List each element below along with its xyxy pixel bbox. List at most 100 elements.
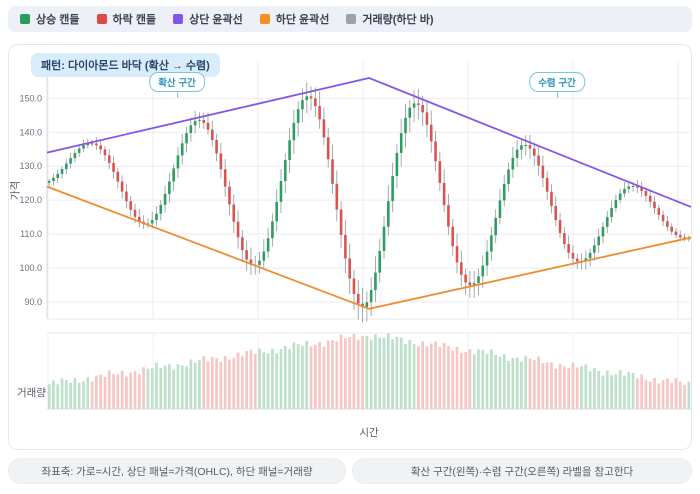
bull-candle-body — [56, 173, 60, 178]
volume-bar — [86, 377, 90, 409]
y-tick-label: 140.0 — [19, 127, 42, 137]
volume-bar — [56, 384, 60, 409]
bull-candle-body — [163, 193, 167, 205]
bear-candle-body — [434, 141, 437, 162]
bull-candle-body — [412, 103, 416, 108]
volume-bar — [490, 349, 493, 409]
volume-bar — [571, 362, 575, 409]
volume-bar — [395, 336, 399, 409]
volume-bar — [180, 365, 184, 409]
volume-bar — [159, 367, 163, 409]
volume-bar — [631, 372, 635, 409]
bull-candle-body — [378, 250, 382, 273]
volume-bar — [653, 377, 656, 409]
volume-bar — [146, 368, 150, 409]
bear-candle-body — [558, 220, 562, 234]
volume-bar — [283, 346, 287, 409]
legend-label: 상단 윤곽선 — [189, 14, 243, 26]
volume-bar — [670, 383, 674, 409]
bear-candle-body — [138, 216, 141, 222]
bull-candle-body — [627, 186, 631, 189]
volume-bar — [262, 352, 266, 409]
volume-bar — [305, 340, 309, 409]
volume-bar — [511, 357, 515, 409]
volume-swatch-icon — [346, 14, 357, 24]
y-tick-label: 100.0 — [19, 263, 42, 273]
volume-bar — [107, 370, 111, 409]
bear-candle-body — [112, 162, 115, 172]
volume-bar — [142, 367, 145, 409]
volume-bar — [339, 334, 343, 409]
bull-candle-body — [584, 258, 588, 262]
bull-candle-body — [69, 158, 72, 164]
bull-candle-body — [481, 265, 485, 277]
bull-candle-body — [73, 152, 77, 159]
volume-bar — [447, 346, 450, 409]
bull-candle-body — [515, 149, 519, 158]
bull-candle-body — [150, 220, 154, 224]
bear-candle-body — [537, 155, 540, 166]
bull-candle-body — [502, 183, 506, 201]
volume-bar — [374, 334, 377, 409]
bull-candle-body — [288, 140, 291, 161]
bear-candle-body — [451, 226, 455, 247]
bear-candle-body — [683, 237, 686, 239]
volume-bar — [335, 341, 339, 409]
bear-candle-body — [133, 209, 137, 217]
bear-candle-body — [670, 226, 673, 232]
bull-candle-body — [47, 180, 51, 183]
volume-bar — [348, 337, 352, 409]
volume-bar — [610, 375, 613, 409]
volume-bar — [215, 358, 218, 409]
bull-candle-body — [266, 238, 270, 252]
volume-bar — [69, 382, 72, 409]
bull-candle-body — [614, 199, 618, 208]
volume-bar — [558, 364, 562, 409]
bear-candle-body — [674, 231, 678, 236]
volume-bar — [210, 356, 214, 409]
bull-candle-body — [404, 117, 407, 134]
bull-candle-body — [283, 160, 287, 182]
bull-candle-body — [52, 177, 55, 181]
volume-bar — [623, 375, 626, 409]
bull-candle-body — [408, 107, 412, 118]
legend-item-lower-outline: 하단 윤곽선 — [259, 11, 329, 27]
bear-candle-body — [339, 209, 343, 235]
volume-bar — [666, 378, 669, 409]
volume-bar — [168, 364, 171, 409]
volume-bar — [562, 366, 566, 409]
bull-candle-body — [271, 221, 274, 239]
bear-candle-body — [653, 201, 656, 209]
legend-label: 하락 캔들 — [112, 14, 157, 26]
bull-candle-body — [387, 201, 390, 227]
bull-candle-body — [86, 143, 90, 146]
volume-bar — [288, 349, 291, 409]
volume-bar — [313, 344, 317, 409]
volume-bar — [52, 380, 55, 409]
volume-bar — [172, 369, 176, 409]
volume-bar — [223, 356, 227, 409]
volume-bar — [292, 342, 296, 409]
volume-bar — [683, 384, 686, 409]
bear-candle-body — [648, 195, 652, 202]
volume-bar — [275, 353, 279, 409]
legend-item-bull-candle: 상승 캔들 — [20, 11, 80, 27]
bear-candle-body — [232, 204, 236, 222]
bull-candle-body — [305, 96, 309, 101]
bull-candle-body — [382, 226, 386, 251]
bear-candle-body — [99, 145, 102, 150]
volume-bar — [344, 338, 347, 409]
legend-item-volume: 거래량(하단 바) — [346, 11, 434, 27]
bear-candle-body — [344, 234, 347, 259]
volume-bar — [593, 368, 596, 409]
bull-candle-body — [296, 109, 300, 123]
volume-bar — [60, 378, 64, 409]
volume-bar — [429, 343, 433, 409]
volume-bar — [541, 363, 545, 409]
volume-bar — [206, 361, 210, 409]
bear-candle-body — [223, 169, 227, 187]
volume-bar — [198, 359, 201, 409]
bear-candle-swatch-icon — [96, 14, 107, 24]
volume-bar — [77, 382, 81, 409]
bear-candle-body — [563, 233, 566, 245]
